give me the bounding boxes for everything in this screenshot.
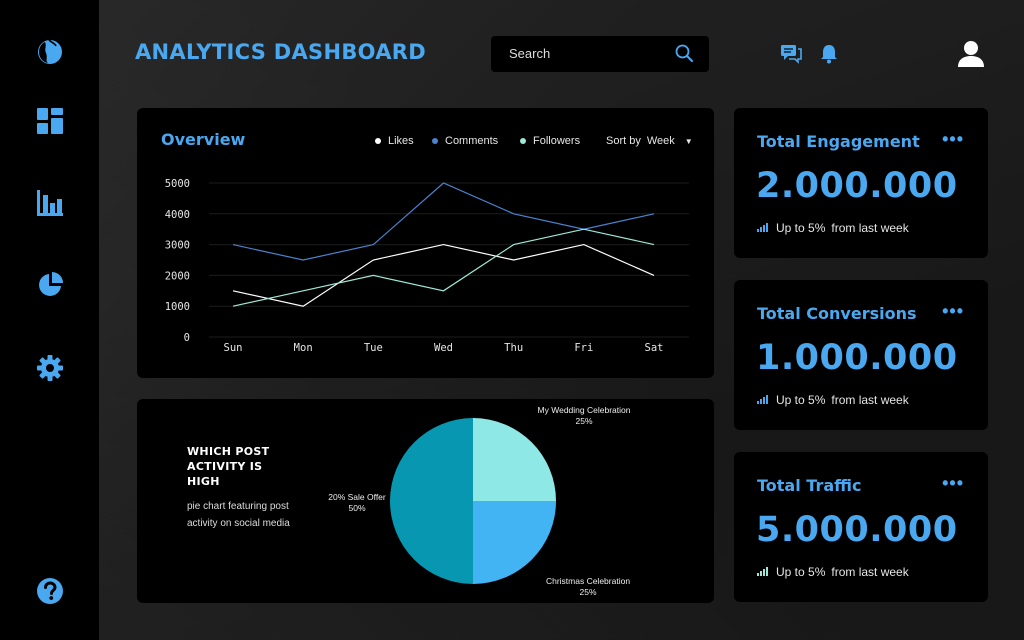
y-tick-label: 3000 bbox=[165, 240, 190, 252]
pie-slice-2[interactable] bbox=[390, 418, 473, 584]
search-bar[interactable]: Search bbox=[491, 36, 709, 72]
pie-label-wedding-pct: 25% bbox=[575, 416, 593, 426]
pie-card-heading: WHICH POST ACTIVITY IS HIGH bbox=[187, 445, 270, 488]
sort-dropdown[interactable]: Sort by Week ▼ bbox=[606, 135, 693, 147]
sort-value: Week bbox=[646, 135, 675, 147]
stat-change: Up to 5% bbox=[776, 393, 826, 407]
x-tick-label: Thu bbox=[504, 342, 523, 354]
overview-card: Overview Likes Comments Followers Sort b… bbox=[137, 108, 714, 378]
overview-title: Overview bbox=[161, 130, 246, 149]
likes-dot bbox=[375, 138, 381, 144]
x-tick-label: Sat bbox=[645, 342, 664, 354]
stat-change: Up to 5% bbox=[776, 565, 826, 579]
help-icon[interactable] bbox=[36, 577, 64, 605]
y-tick-label: 1000 bbox=[165, 301, 190, 313]
legend-comments-label: Comments bbox=[445, 135, 499, 147]
x-tick-label: Tue bbox=[364, 342, 383, 354]
page-title: ANALYTICS DASHBOARD bbox=[135, 40, 427, 64]
series-line-comments bbox=[232, 182, 655, 261]
search-icon[interactable] bbox=[675, 44, 693, 67]
pie-card-description: pie chart featuring post activity on soc… bbox=[187, 501, 290, 529]
pie-label-christmas-pct: 25% bbox=[579, 587, 597, 597]
x-tick-label: Fri bbox=[574, 342, 593, 354]
stat-title: Total Traffic bbox=[757, 476, 862, 495]
trend-up-icon bbox=[757, 393, 770, 407]
sidebar bbox=[0, 0, 99, 640]
comments-dot bbox=[432, 138, 438, 144]
stat-footer: Up to 5% from last week bbox=[757, 221, 909, 235]
y-tick-label: 4000 bbox=[165, 209, 190, 221]
legend-followers-label: Followers bbox=[533, 135, 581, 147]
user-avatar-icon[interactable] bbox=[957, 40, 985, 73]
pie-card: WHICH POST ACTIVITY IS HIGH pie chart fe… bbox=[137, 399, 714, 603]
pie-label-sale-pct: 50% bbox=[348, 503, 366, 513]
stat-footer: Up to 5% from last week bbox=[757, 393, 909, 407]
legend-likes[interactable]: Likes bbox=[375, 135, 414, 147]
stat-value: 1.000.000 bbox=[756, 338, 958, 378]
more-icon[interactable]: ••• bbox=[942, 129, 964, 149]
pie-chart-icon[interactable] bbox=[36, 271, 64, 299]
x-tick-label: Mon bbox=[294, 342, 313, 354]
stat-suffix: from last week bbox=[831, 393, 909, 407]
stat-suffix: from last week bbox=[831, 221, 909, 235]
stat-change: Up to 5% bbox=[776, 221, 826, 235]
trend-up-icon bbox=[757, 565, 770, 579]
legend-likes-label: Likes bbox=[388, 135, 414, 147]
followers-dot bbox=[520, 138, 526, 144]
line-chart: 0 1000 2000 3000 4000 5000 Sun Mon Tue Wed Thu Fri S… bbox=[165, 178, 689, 354]
more-icon[interactable]: ••• bbox=[942, 301, 964, 321]
legend-comments[interactable]: Comments bbox=[432, 135, 498, 147]
stat-card-engagement: Total Engagement ••• 2.000.000 Up to 5% … bbox=[734, 108, 988, 258]
stat-title: Total Conversions bbox=[757, 304, 917, 323]
pie-label-wedding-name: My Wedding Celebration bbox=[537, 405, 631, 415]
trend-up-icon bbox=[757, 221, 770, 235]
dashboard-icon[interactable] bbox=[36, 107, 64, 135]
caret-down-icon: ▼ bbox=[684, 137, 693, 146]
stat-footer: Up to 5% from last week bbox=[757, 565, 909, 579]
gear-icon[interactable] bbox=[36, 354, 64, 382]
y-tick-label: 2000 bbox=[165, 270, 190, 282]
pie-label-christmas-name: Christmas Celebration bbox=[545, 576, 631, 586]
sort-label: Sort by bbox=[606, 135, 641, 147]
stat-card-traffic: Total Traffic ••• 5.000.000 Up to 5% fro… bbox=[734, 452, 988, 602]
series-line-followers bbox=[232, 228, 655, 307]
y-tick-label: 0 bbox=[184, 332, 190, 344]
bar-chart-icon[interactable] bbox=[36, 189, 64, 217]
pie-label-sale-name: 20% Sale Offer bbox=[328, 492, 386, 502]
stat-card-conversions: Total Conversions ••• 1.000.000 Up to 5%… bbox=[734, 280, 988, 430]
chat-icon[interactable] bbox=[780, 44, 802, 69]
x-tick-label: Sun bbox=[224, 342, 243, 354]
pie-slice-1[interactable] bbox=[473, 501, 556, 584]
x-tick-label: Wed bbox=[434, 342, 453, 354]
stat-value: 5.000.000 bbox=[756, 510, 958, 550]
stat-title: Total Engagement bbox=[757, 132, 920, 151]
stat-value: 2.000.000 bbox=[756, 166, 958, 206]
pie-label-christmas: Christmas Celebration 25% bbox=[503, 576, 673, 598]
pie-slice-0[interactable] bbox=[473, 418, 556, 501]
more-icon[interactable]: ••• bbox=[942, 473, 964, 493]
bell-icon[interactable] bbox=[820, 44, 838, 69]
search-input[interactable]: Search bbox=[509, 46, 551, 61]
pie-chart bbox=[390, 418, 556, 584]
pie-label-wedding: My Wedding Celebration 25% bbox=[499, 405, 669, 427]
stat-suffix: from last week bbox=[831, 565, 909, 579]
series-line-likes bbox=[232, 243, 655, 307]
pie-label-sale: 20% Sale Offer 50% bbox=[313, 492, 401, 514]
y-tick-label: 5000 bbox=[165, 178, 190, 190]
logo-icon[interactable] bbox=[36, 37, 64, 65]
legend-followers[interactable]: Followers bbox=[520, 135, 580, 147]
